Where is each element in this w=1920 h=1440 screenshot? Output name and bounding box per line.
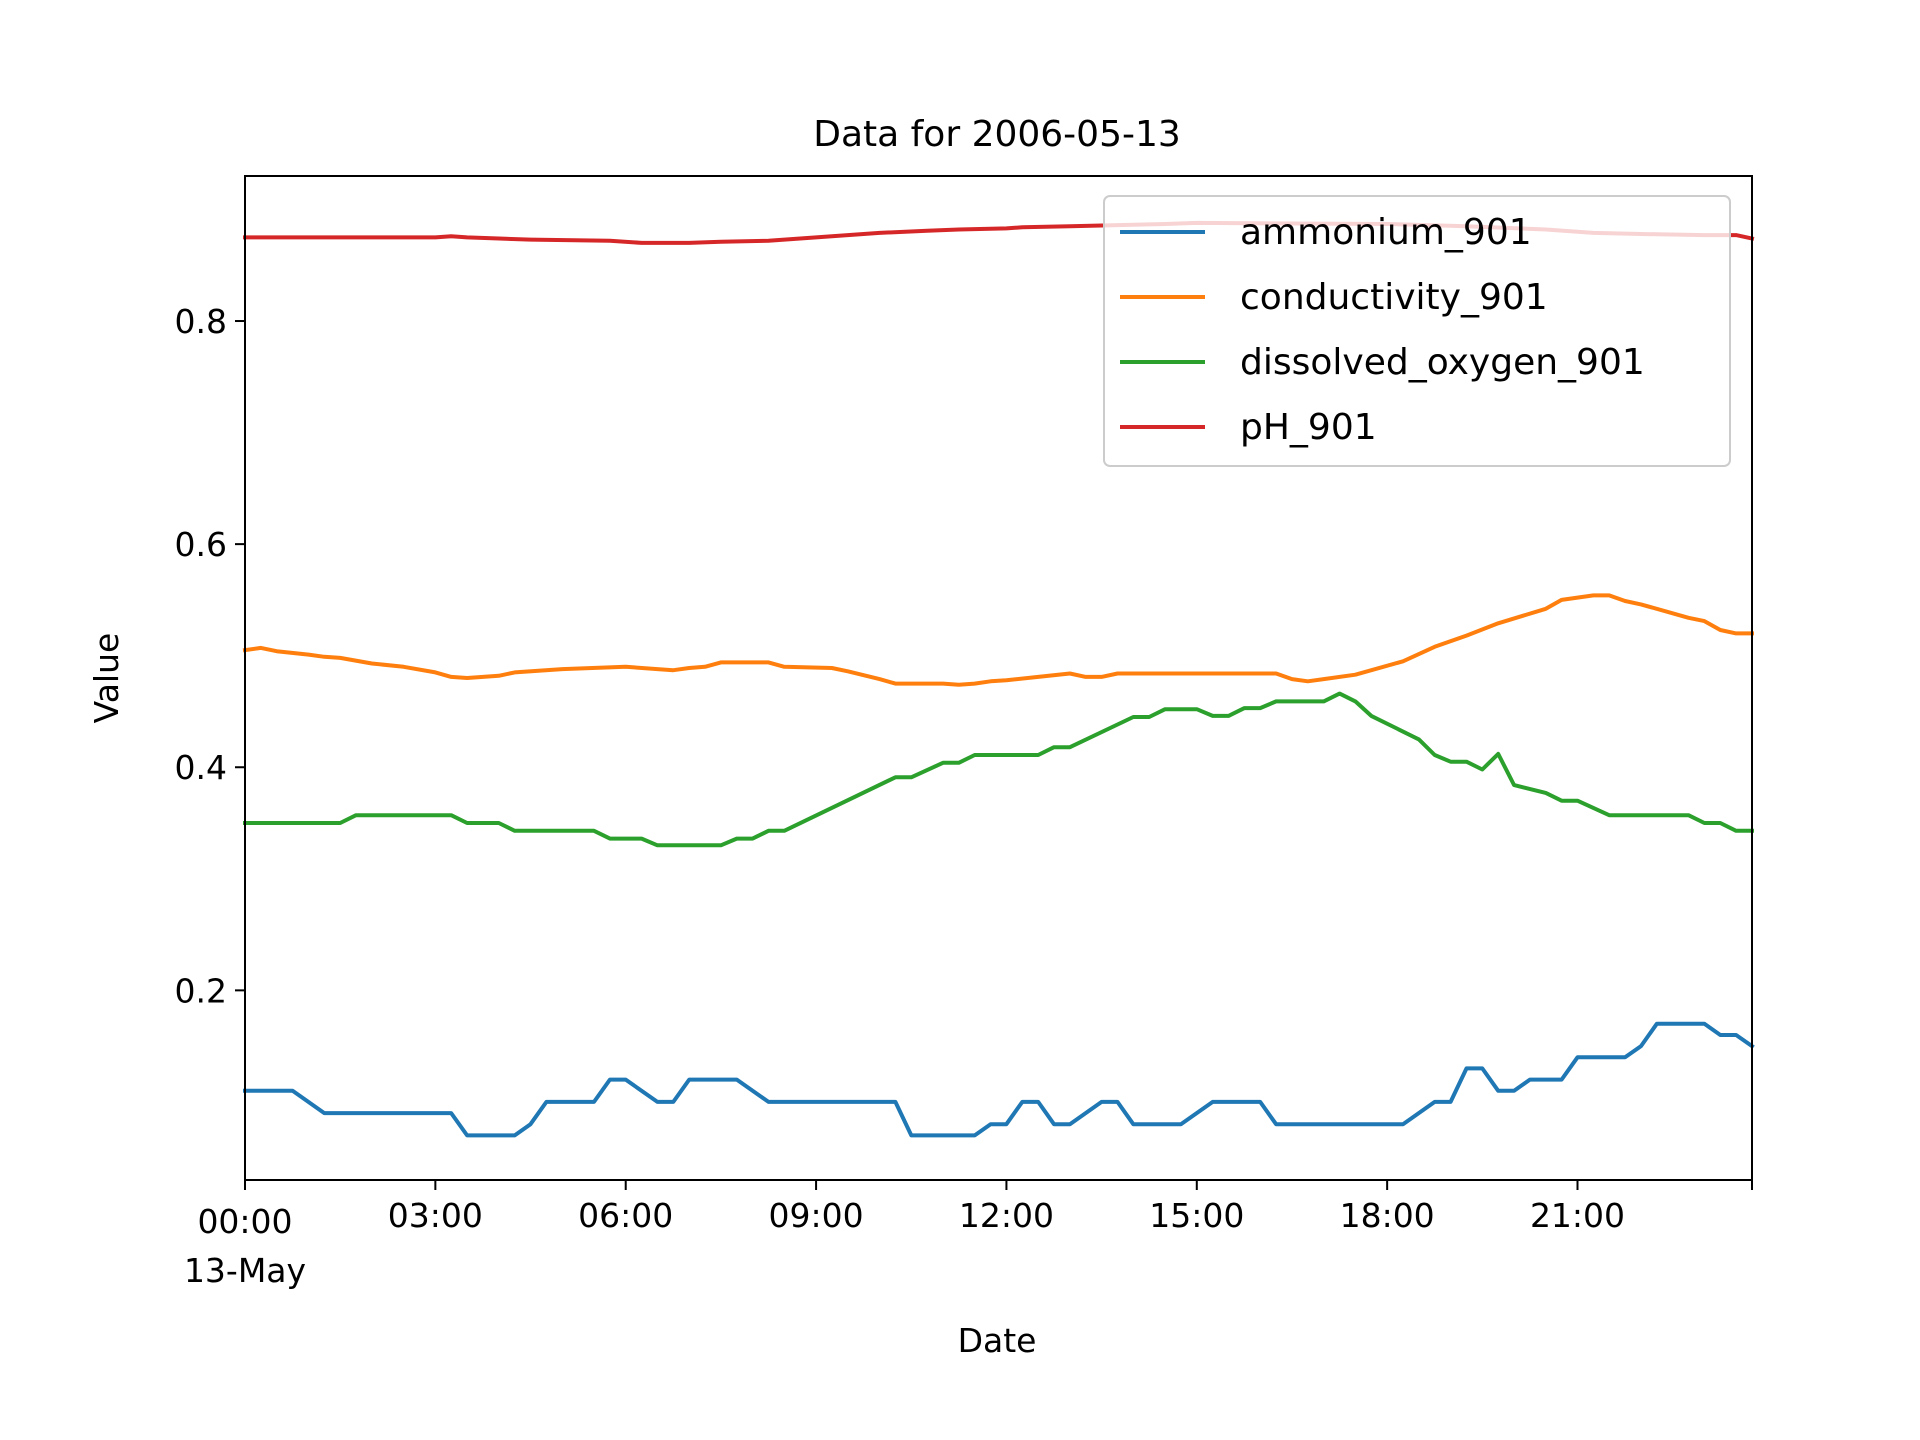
x-tick-label: 09:00 [769, 1196, 864, 1235]
series-line-dissolved_oxygen_901 [243, 691, 1754, 848]
y-axis-ticks: 0.2 0.4 0.6 0.8 [175, 302, 245, 1010]
x-tick-sublabel: 13-May [184, 1251, 306, 1290]
x-axis-ticks: 00:00 13-May 03:00 06:00 09:00 12:00 15:00 18:0… [184, 1180, 1753, 1290]
series-line-conductivity_901 [242, 593, 1754, 687]
legend-label: dissolved_oxygen_901 [1240, 342, 1645, 383]
series-line-ammonium_901 [243, 1021, 1755, 1138]
x-tick-label: 06:00 [578, 1196, 673, 1235]
x-tick-label: 00:00 [197, 1202, 292, 1241]
x-axis-label: Date [958, 1321, 1037, 1360]
x-tick-label: 12:00 [959, 1196, 1054, 1235]
x-tick-label: 18:00 [1340, 1196, 1435, 1235]
legend-label: conductivity_901 [1240, 277, 1548, 318]
y-tick-label: 0.4 [175, 748, 227, 787]
series-layer [242, 220, 1755, 1138]
y-axis-label: Value [87, 633, 126, 724]
legend-frame [1103, 195, 1731, 467]
x-tick-label: 03:00 [388, 1196, 483, 1235]
legend: ammonium_901 conductivity_901 dissolved_ox… [1103, 195, 1731, 467]
axes-frame [244, 175, 1753, 1181]
y-tick-label: 0.2 [175, 971, 227, 1010]
y-tick-label: 0.6 [175, 525, 227, 564]
plot-area [242, 175, 1755, 1181]
x-tick-label: 21:00 [1530, 1196, 1625, 1235]
legend-label: ammonium_901 [1240, 212, 1532, 253]
legend-label: pH_901 [1240, 407, 1377, 448]
chart-title: Data for 2006-05-13 [813, 114, 1181, 155]
x-tick-label: 15:00 [1149, 1196, 1244, 1235]
y-tick-label: 0.8 [175, 302, 227, 341]
